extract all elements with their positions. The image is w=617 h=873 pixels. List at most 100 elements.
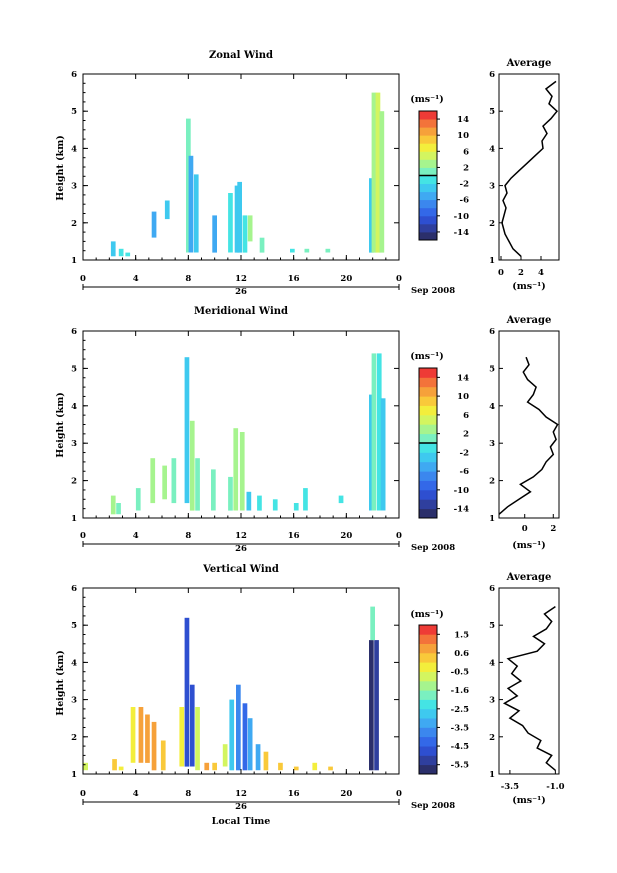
vertical-cell: [236, 684, 241, 771]
vertical-cell: [222, 744, 228, 767]
zonal-cell: [110, 241, 116, 257]
meridional-cell: [233, 428, 239, 511]
zonal-title: Zonal Wind: [209, 50, 273, 61]
zonal-colorbar-tick-label: -6: [460, 196, 470, 206]
meridional-ytick-label: 1: [71, 514, 77, 524]
zonal-cell: [118, 248, 124, 257]
vertical-cell: [263, 751, 269, 771]
zonal-average-ytick-label: 4: [489, 144, 495, 154]
zonal-cell: [325, 248, 331, 253]
zonal-cell: [304, 248, 310, 253]
zonal-cell: [379, 111, 385, 253]
vertical-cell: [255, 744, 261, 771]
zonal-colorbar-bin: [419, 167, 437, 176]
meridional-cell: [195, 458, 200, 511]
zonal-colorbar-bin: [419, 151, 437, 160]
zonal-xtick-label: 8: [185, 274, 191, 284]
vertical-cell: [118, 766, 124, 771]
vertical-colorbar-bin: [419, 625, 437, 635]
meridional-colorbar-tick-label: 2: [463, 430, 469, 440]
meridional-average-line: [498, 356, 559, 515]
zonal-cell: [212, 215, 217, 253]
vertical-xtick-label: 8: [185, 789, 191, 799]
meridional-cell: [239, 432, 245, 511]
vertical-cell: [184, 617, 190, 767]
vertical-average-ytick-label: 2: [489, 733, 495, 743]
vertical-cell: [370, 606, 375, 641]
zonal-cell: [247, 215, 253, 242]
zonal-cell: [242, 215, 248, 253]
meridional-cell: [189, 420, 195, 511]
vertical-colorbar-tick-label: 1.5: [454, 630, 469, 640]
meridional-cell: [171, 458, 177, 504]
meridional-xtick-label: 16: [288, 531, 300, 541]
vertical-cell: [179, 707, 185, 767]
meridional-colorbar-bin: [419, 508, 437, 519]
vertical-xtick-label: 20: [340, 789, 352, 799]
vertical-colorbar-bin: [419, 736, 437, 747]
vertical-title: Vertical Wind: [202, 564, 279, 575]
zonal-cell: [125, 252, 131, 257]
meridional-cell: [150, 458, 156, 504]
meridional-colorbar-bin: [419, 480, 437, 491]
meridional-cell: [293, 503, 299, 511]
meridional-colorbar-bin: [419, 471, 437, 481]
meridional-average-xtick-label: 2: [550, 524, 556, 534]
vertical-colorbar-bin: [419, 727, 437, 738]
zonal-cell: [234, 185, 240, 253]
vertical-average-xlabel: (ms⁻¹): [512, 795, 546, 806]
zonal-ytick-label: 5: [71, 107, 77, 117]
vertical-average-xtick-label: -3.5: [501, 782, 519, 792]
zonal-colorbar-tick-label: -2: [460, 180, 470, 190]
meridional-ytick-label: 6: [71, 327, 77, 337]
meridional-colorbar-tick-label: -2: [460, 448, 470, 458]
meridional-colorbar-tick-label: 10: [457, 392, 469, 402]
zonal-cell: [375, 92, 381, 253]
vertical-cell: [130, 707, 136, 763]
zonal-cell: [164, 200, 170, 220]
zonal-average-ytick-label: 1: [489, 256, 495, 266]
vertical-xtick-label: 0: [80, 789, 86, 799]
meridional-xtick-label: 0: [80, 531, 86, 541]
meridional-cell: [338, 495, 344, 504]
vertical-average-title: Average: [506, 572, 552, 583]
vertical-colorbar-bin: [419, 708, 437, 719]
meridional-colorbar-tick-label: -6: [460, 467, 470, 477]
meridional-date-label: Sep 2008: [411, 543, 455, 553]
zonal-colorbar-bin: [419, 223, 437, 233]
vertical-cell: [247, 718, 253, 771]
meridional-colorbar-bin: [419, 424, 437, 435]
zonal-colorbar-bin: [419, 135, 437, 144]
zonal-colorbar-bin: [419, 207, 437, 217]
zonal-colorbar-bin: [419, 143, 437, 152]
vertical-colorbar-tick-label: -5.5: [451, 761, 469, 771]
vertical-cell: [138, 707, 144, 763]
meridional-average-frame: [498, 330, 560, 519]
vertical-ytick-label: 6: [71, 584, 77, 594]
vertical-ytick-label: 2: [71, 733, 77, 743]
vertical-cell: [374, 640, 379, 771]
meridional-colorbar-bin: [419, 377, 437, 388]
vertical-average-ytick-label: 6: [489, 584, 495, 594]
vertical-ytick-label: 3: [71, 696, 77, 706]
vertical-colorbar-tick-label: -1.6: [451, 686, 469, 696]
meridional-average-ytick-label: 4: [489, 402, 495, 412]
vertical-average-ytick-label: 3: [489, 696, 495, 706]
vertical-ytick-label: 4: [71, 658, 77, 668]
meridional-colorbar-tick-label: 14: [457, 373, 469, 383]
zonal-colorbar-tick-label: 14: [457, 115, 469, 125]
zonal-colorbar-bin: [419, 183, 437, 193]
vertical-colorbar-bin: [419, 690, 437, 700]
vertical-colorbar-tick-label: -4.5: [451, 742, 469, 752]
meridional-average-ytick-label: 6: [489, 327, 495, 337]
vertical-cell: [212, 762, 217, 771]
meridional-cell: [110, 495, 116, 515]
zonal-colorbar-bin: [419, 231, 437, 241]
vertical-colorbar-bin: [419, 764, 437, 775]
meridional-xtick-label: 12: [235, 531, 247, 541]
meridional-ytick-label: 2: [71, 477, 77, 487]
meridional-colorbar-unit: (ms⁻¹): [410, 351, 444, 362]
vertical-colorbar-bin: [419, 699, 437, 710]
vertical-average-ytick-label: 4: [489, 658, 495, 668]
